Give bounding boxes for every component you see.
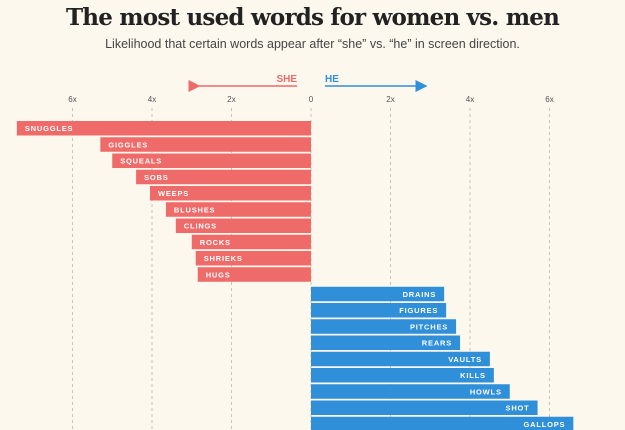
bar-label: FIGURES bbox=[399, 306, 438, 315]
bar-rocks bbox=[191, 234, 311, 250]
bar-label: DRAINS bbox=[403, 290, 437, 299]
bar-weeps bbox=[150, 186, 311, 201]
bar-drains bbox=[311, 286, 445, 302]
bar-label: WEEPS bbox=[158, 189, 189, 198]
tick-label: 2x bbox=[227, 95, 235, 104]
bar-gallops bbox=[311, 416, 574, 430]
bar-label: HOWLS bbox=[470, 387, 502, 396]
bar-label: SNUGGLES bbox=[25, 124, 74, 133]
direction-indicator: SHE HE bbox=[188, 74, 428, 92]
bar-blushes bbox=[165, 202, 311, 217]
bar-figures bbox=[311, 303, 447, 318]
bar-label: VAULTS bbox=[448, 355, 482, 364]
axis-ticks: 6x 4x 2x 0 2x 4x 6x bbox=[68, 95, 553, 104]
bar-label: CLINGS bbox=[184, 222, 217, 231]
bar-label: GIGGLES bbox=[108, 140, 148, 149]
bar-sobs bbox=[136, 169, 311, 185]
bar-label: HUGS bbox=[206, 270, 231, 279]
bar-squeals bbox=[112, 153, 311, 168]
bar-label: SQUEALS bbox=[120, 157, 162, 166]
bar-rears bbox=[311, 335, 461, 350]
bar-shot bbox=[311, 400, 538, 415]
tick-label: 4x bbox=[148, 95, 156, 104]
bar-clings bbox=[175, 218, 311, 233]
chart-title: The most used words for women vs. men bbox=[65, 4, 560, 31]
chart-subtitle: Likelihood that certain words appear aft… bbox=[105, 37, 520, 51]
bar-giggles bbox=[100, 137, 311, 152]
bar-label: PITCHES bbox=[410, 322, 448, 331]
she-direction-label: SHE bbox=[276, 74, 297, 85]
bar-label: SOBS bbox=[144, 173, 168, 182]
bar-label: GALLOPS bbox=[523, 420, 565, 429]
he-direction-label: HE bbox=[325, 74, 339, 85]
bar-snuggles bbox=[16, 121, 311, 136]
bar-label: ROCKS bbox=[200, 238, 231, 247]
tick-label: 6x bbox=[545, 95, 553, 104]
bars: SNUGGLES GIGGLES SQUEALS SOBS WEEPS BLUSHES CL… bbox=[16, 121, 574, 430]
bar-kills bbox=[311, 368, 494, 383]
bar-vaults bbox=[311, 351, 490, 367]
bar-label: SHRIEKS bbox=[204, 254, 243, 263]
bar-pitches bbox=[311, 319, 457, 334]
bar-label: SHOT bbox=[506, 404, 530, 413]
bar-label: BLUSHES bbox=[174, 205, 215, 214]
bar-hugs bbox=[197, 267, 311, 282]
tick-label: 6x bbox=[68, 95, 76, 104]
bar-howls bbox=[311, 384, 510, 399]
bar-label: REARS bbox=[422, 339, 452, 348]
tick-label: 4x bbox=[466, 95, 474, 104]
tick-label: 0 bbox=[309, 95, 314, 104]
bar-label: KILLS bbox=[460, 371, 486, 380]
bar-shrieks bbox=[195, 251, 311, 266]
tick-label: 2x bbox=[386, 95, 394, 104]
